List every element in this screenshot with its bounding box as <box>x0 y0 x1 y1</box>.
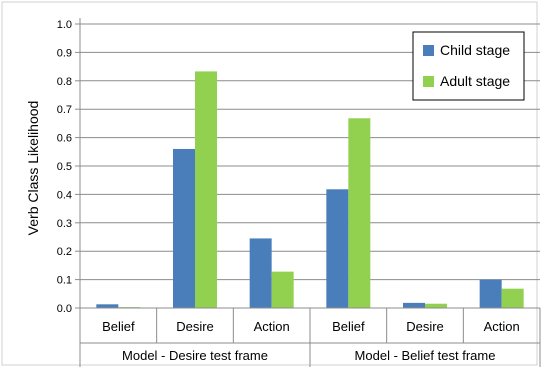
y-tick-label: 0.3 <box>57 218 72 230</box>
bars <box>96 71 524 309</box>
axes <box>79 18 541 367</box>
y-axis-title: Verb Class Likelihood <box>25 101 41 236</box>
category-label: Desire <box>176 319 214 334</box>
legend-label: Adult stage <box>440 73 510 89</box>
y-tick-label: 0.6 <box>57 133 72 145</box>
category-label: Belief <box>102 319 135 334</box>
y-tick-label: 0.8 <box>57 76 72 88</box>
y-tick-label: 0.4 <box>57 189 72 201</box>
bar-child-stage <box>403 302 425 308</box>
y-tick-label: 0.1 <box>57 275 72 287</box>
legend-swatch-child-stage <box>423 45 434 56</box>
legend: Child stage Adult stage <box>412 31 525 101</box>
y-tick-label: 0.9 <box>57 47 72 59</box>
y-tick-label: 0.0 <box>57 303 72 315</box>
y-tick-label: 0.7 <box>57 104 72 116</box>
y-tick-labels: 0.0 0.1 0.2 0.3 0.4 0.5 0.6 0.7 0.8 0.9 1.0 <box>57 19 72 315</box>
group-label: Model - Desire test frame <box>122 348 268 363</box>
bar-child-stage <box>479 279 502 308</box>
category-label: Action <box>484 319 520 334</box>
category-label: Belief <box>332 319 365 334</box>
bar-adult-stage <box>348 118 371 309</box>
legend-box <box>412 31 525 101</box>
bar-child-stage <box>173 148 195 308</box>
legend-swatch-adult-stage <box>423 76 434 87</box>
y-tick-label: 0.5 <box>57 161 72 173</box>
y-tick-label: 1.0 <box>57 19 72 31</box>
y-tick-label: 0.2 <box>57 246 72 258</box>
bar-child-stage <box>326 189 349 308</box>
bar-child-stage <box>249 238 272 308</box>
group-label: Model - Belief test frame <box>355 348 496 363</box>
bar-adult-stage <box>271 271 294 308</box>
category-labels: Belief Desire Action Belief Desire Action <box>102 319 520 334</box>
group-labels: Model - Desire test frame Model - Belief … <box>122 348 495 363</box>
bar-adult-stage <box>195 71 217 308</box>
bar-child-stage <box>96 304 119 308</box>
bar-adult-stage <box>501 288 524 308</box>
bar-adult-stage <box>425 303 447 308</box>
category-label: Action <box>254 319 290 334</box>
legend-label: Child stage <box>440 42 510 58</box>
category-label: Desire <box>406 319 444 334</box>
